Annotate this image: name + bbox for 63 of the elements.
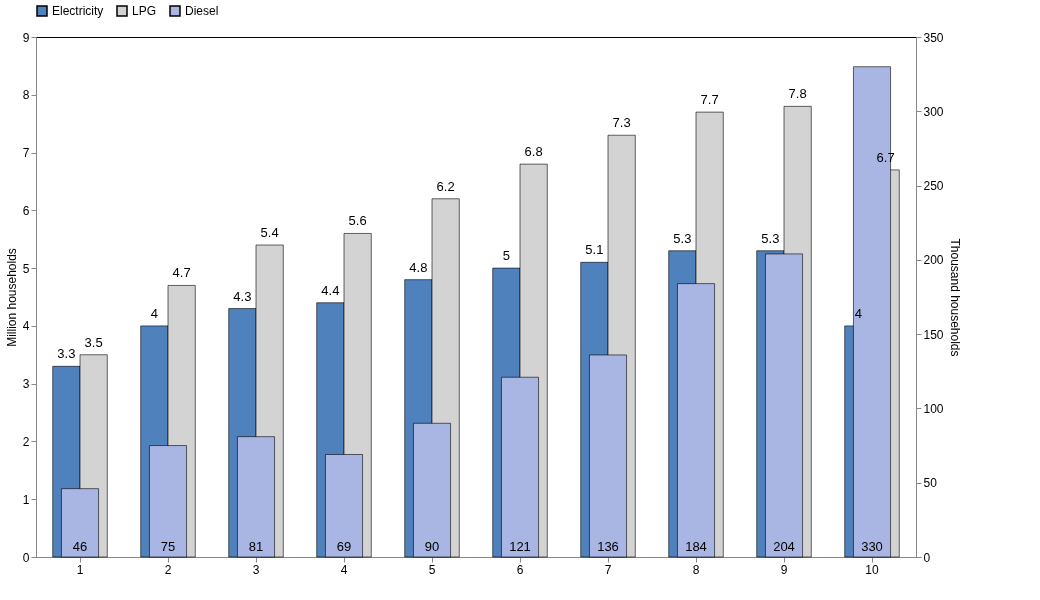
data-label: 7.7	[700, 92, 719, 108]
data-label: 4	[150, 305, 158, 321]
y-tick-label: 5	[22, 261, 30, 276]
data-label: 136	[597, 539, 619, 554]
y2-tick-label: 250	[923, 179, 944, 194]
x-tick-label: 6	[516, 562, 524, 577]
data-label: 3.3	[57, 346, 76, 362]
y2-tick-label: 100	[923, 401, 944, 416]
data-label: 4.3	[233, 288, 252, 304]
data-label: 330	[861, 539, 883, 554]
x-tick-label: 3	[252, 562, 260, 577]
y-tick-label: 8	[22, 88, 30, 103]
data-label: 121	[509, 539, 531, 554]
data-label: 6.2	[436, 178, 455, 194]
y2-tick-label: 200	[923, 253, 944, 268]
x-tick-label: 9	[780, 562, 788, 577]
y-tick-label: 3	[22, 377, 30, 392]
data-label: 204	[773, 539, 795, 554]
data-label: 81	[248, 539, 264, 554]
data-label: 5.6	[348, 213, 367, 229]
x-tick-label: 2	[164, 562, 172, 577]
x-tick-label: 8	[692, 562, 700, 577]
data-label: 7.8	[788, 86, 807, 102]
data-label: 5.3	[673, 230, 692, 246]
y2-tick-label: 50	[923, 476, 938, 491]
data-label: 5.4	[260, 225, 279, 240]
y-tick-label: 0	[22, 550, 30, 565]
data-label: 5.1	[585, 242, 604, 258]
x-tick-label: 7	[604, 562, 612, 577]
y-tick-label: 2	[22, 434, 30, 449]
y-tick-label: 6	[22, 203, 30, 218]
legend-label: Diesel	[185, 4, 219, 18]
y2-tick-label: 0	[923, 550, 931, 565]
data-label: 6.8	[524, 144, 543, 160]
data-label: 46	[72, 539, 88, 554]
data-label: 5	[502, 248, 510, 264]
y2-axis-title: Thousand households	[947, 238, 962, 357]
data-label: 90	[424, 539, 440, 554]
data-label: 6.7	[876, 149, 895, 165]
x-tick-label: 4	[340, 562, 348, 577]
data-label: 4.8	[409, 259, 428, 275]
x-tick-label: 1	[76, 562, 84, 577]
y-tick-label: 7	[22, 146, 30, 161]
x-tick-label: 10	[865, 562, 879, 577]
data-label: 7.3	[612, 115, 631, 131]
data-label: 5.3	[761, 230, 780, 246]
y2-tick-label: 150	[923, 327, 944, 342]
data-label: 4	[854, 305, 862, 321]
data-label: 4.4	[321, 282, 340, 298]
y2-tick-label: 300	[923, 104, 944, 119]
y-tick-label: 9	[22, 30, 30, 45]
legend-label: Electricity	[52, 4, 104, 18]
y-tick-label: 1	[22, 492, 30, 507]
data-label: 75	[160, 539, 176, 554]
data-label: 4.7	[172, 265, 191, 281]
y-axis-title: Million households	[4, 248, 19, 347]
y-tick-label: 4	[22, 319, 30, 334]
data-label: 184	[685, 539, 707, 554]
data-label: 69	[336, 539, 352, 554]
data-label: 3.5	[84, 334, 103, 350]
legend-label: LPG	[132, 4, 157, 18]
x-tick-label: 5	[428, 562, 436, 577]
y2-tick-label: 350	[923, 30, 944, 45]
